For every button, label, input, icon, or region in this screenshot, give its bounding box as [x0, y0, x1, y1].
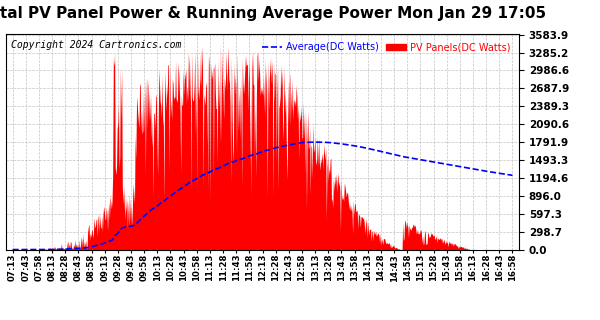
Legend: Average(DC Watts), PV Panels(DC Watts): Average(DC Watts), PV Panels(DC Watts) — [259, 38, 514, 56]
Text: Copyright 2024 Cartronics.com: Copyright 2024 Cartronics.com — [11, 40, 182, 50]
Text: Total PV Panel Power & Running Average Power Mon Jan 29 17:05: Total PV Panel Power & Running Average P… — [0, 6, 547, 21]
